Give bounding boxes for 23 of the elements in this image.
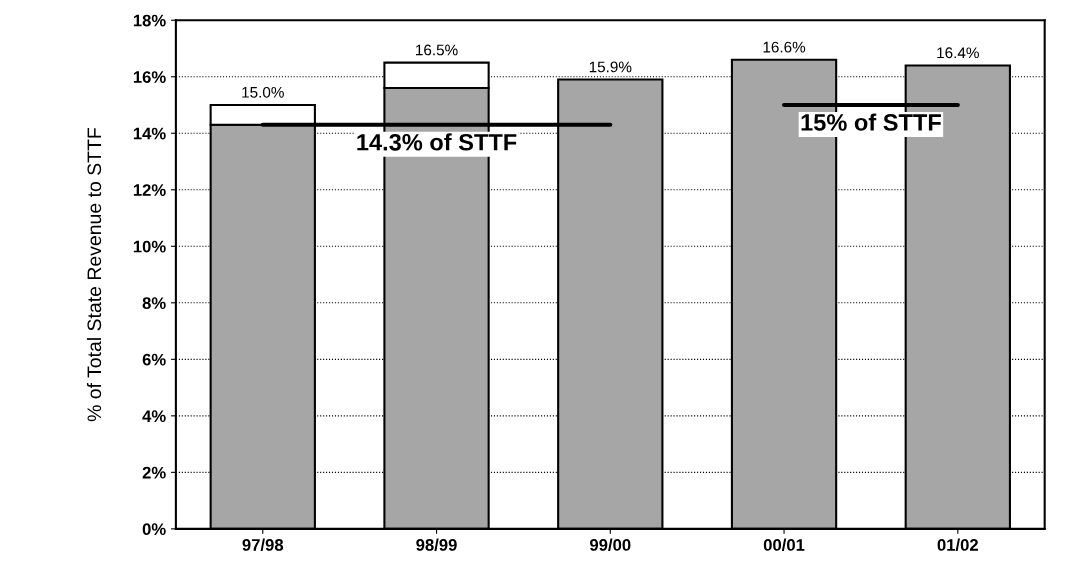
y-tick-label: 14%: [133, 127, 166, 140]
y-tick-label: 18%: [133, 14, 166, 27]
series-label: 15% of STTF: [801, 113, 941, 131]
total-label: 15.0%: [242, 86, 284, 98]
total-label: 16.4%: [937, 47, 979, 59]
y-tick-label: 6%: [142, 353, 166, 366]
y-tick-label: 16%: [133, 71, 166, 83]
y-tick-label: 10%: [133, 240, 166, 253]
x-tick-label: 97/98: [242, 538, 284, 551]
total-label: 16.5%: [416, 44, 458, 56]
x-tick-label: 98/99: [416, 538, 457, 551]
x-tick-label: 99/00: [590, 538, 631, 551]
y-tick-label: 4%: [142, 410, 166, 423]
y-tick-label: 12%: [133, 184, 166, 196]
total-label: 15.9%: [589, 61, 632, 73]
y-tick-label: 2%: [142, 466, 166, 479]
y-tick-label: 0%: [142, 523, 166, 536]
series-label: 14.3% of STTF: [357, 133, 517, 151]
x-tick-label: 00/01: [763, 538, 805, 551]
y-axis-title: % of Total State Revenue to STTF: [86, 127, 102, 422]
y-tick-label: 8%: [142, 297, 166, 310]
total-label: 16.6%: [763, 41, 806, 53]
x-tick-label: 01/02: [937, 538, 978, 551]
